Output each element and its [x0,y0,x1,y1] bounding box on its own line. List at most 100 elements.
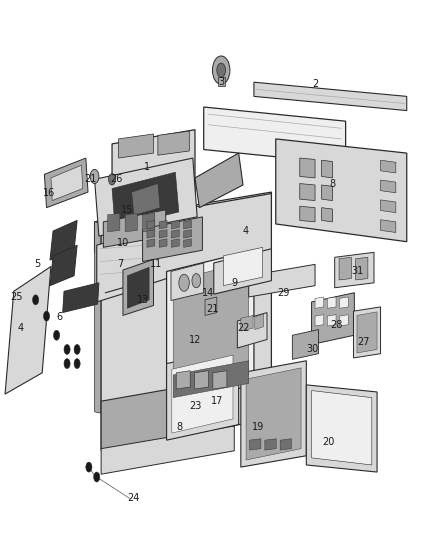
Polygon shape [276,139,407,241]
Circle shape [64,359,70,368]
Text: 21: 21 [84,174,96,184]
Text: 13: 13 [137,295,149,305]
Circle shape [109,174,116,185]
Polygon shape [195,153,243,208]
Text: 25: 25 [11,292,23,302]
Text: 21: 21 [206,304,219,314]
Polygon shape [250,439,261,450]
Polygon shape [241,361,306,467]
Polygon shape [147,239,155,247]
Polygon shape [381,160,396,173]
Text: 23: 23 [189,401,201,411]
Polygon shape [381,200,396,213]
Text: 22: 22 [237,323,249,333]
Polygon shape [339,314,348,326]
Circle shape [90,169,99,183]
Polygon shape [194,370,208,389]
Polygon shape [300,183,315,200]
Polygon shape [223,247,263,286]
Text: 4: 4 [242,226,248,236]
Circle shape [217,63,226,77]
Polygon shape [265,439,276,450]
Polygon shape [143,213,155,232]
Polygon shape [95,222,101,413]
Polygon shape [127,191,143,222]
Polygon shape [381,180,396,193]
Text: 6: 6 [57,312,63,322]
Polygon shape [357,312,377,353]
Polygon shape [214,249,272,294]
Polygon shape [327,297,336,308]
Polygon shape [132,183,160,215]
Polygon shape [184,239,191,247]
Polygon shape [213,370,227,389]
Polygon shape [171,230,179,238]
Polygon shape [241,316,253,331]
Polygon shape [306,385,377,472]
Circle shape [32,295,39,305]
Polygon shape [300,158,315,178]
Polygon shape [127,267,149,308]
Text: 11: 11 [149,260,162,269]
Text: 3: 3 [218,77,224,87]
Text: 31: 31 [352,266,364,277]
Text: 29: 29 [277,288,290,298]
Circle shape [192,273,201,288]
Text: 10: 10 [117,238,129,248]
Text: 15: 15 [121,205,134,215]
Polygon shape [311,391,372,465]
Polygon shape [125,213,138,232]
Polygon shape [166,250,254,405]
Polygon shape [292,329,318,359]
Polygon shape [143,217,202,262]
Polygon shape [51,165,83,200]
Circle shape [212,56,230,84]
Polygon shape [249,264,315,297]
Polygon shape [103,210,166,247]
Text: 14: 14 [202,288,214,298]
Circle shape [74,359,80,368]
Text: 12: 12 [189,335,201,344]
Polygon shape [311,293,354,344]
Polygon shape [321,208,332,222]
Circle shape [86,462,92,472]
Polygon shape [381,220,396,232]
Text: 2: 2 [312,79,318,90]
Circle shape [74,344,80,354]
Polygon shape [280,439,291,450]
Polygon shape [321,185,332,200]
Text: 1: 1 [144,162,150,172]
Circle shape [179,274,189,292]
Polygon shape [123,260,153,316]
Polygon shape [246,368,301,460]
Polygon shape [119,134,153,158]
Text: 7: 7 [118,260,124,269]
Polygon shape [159,239,167,247]
Polygon shape [339,297,348,308]
Polygon shape [171,221,179,229]
Polygon shape [101,193,272,449]
Text: 16: 16 [42,189,55,198]
Polygon shape [356,257,368,280]
Polygon shape [97,229,149,302]
Text: 20: 20 [322,437,334,447]
Polygon shape [44,158,88,208]
Polygon shape [147,221,155,229]
Polygon shape [166,348,239,440]
Polygon shape [158,131,189,155]
Polygon shape [101,426,234,474]
Polygon shape [321,160,332,178]
Text: 4: 4 [17,323,23,333]
Circle shape [64,344,70,354]
Polygon shape [254,82,407,110]
Polygon shape [353,307,381,358]
Polygon shape [95,158,197,236]
Polygon shape [176,370,190,389]
Polygon shape [173,262,249,393]
Polygon shape [327,314,336,326]
Text: 19: 19 [252,422,265,432]
Circle shape [53,330,60,340]
Polygon shape [112,172,179,228]
Text: 26: 26 [110,174,123,184]
Polygon shape [50,245,77,286]
